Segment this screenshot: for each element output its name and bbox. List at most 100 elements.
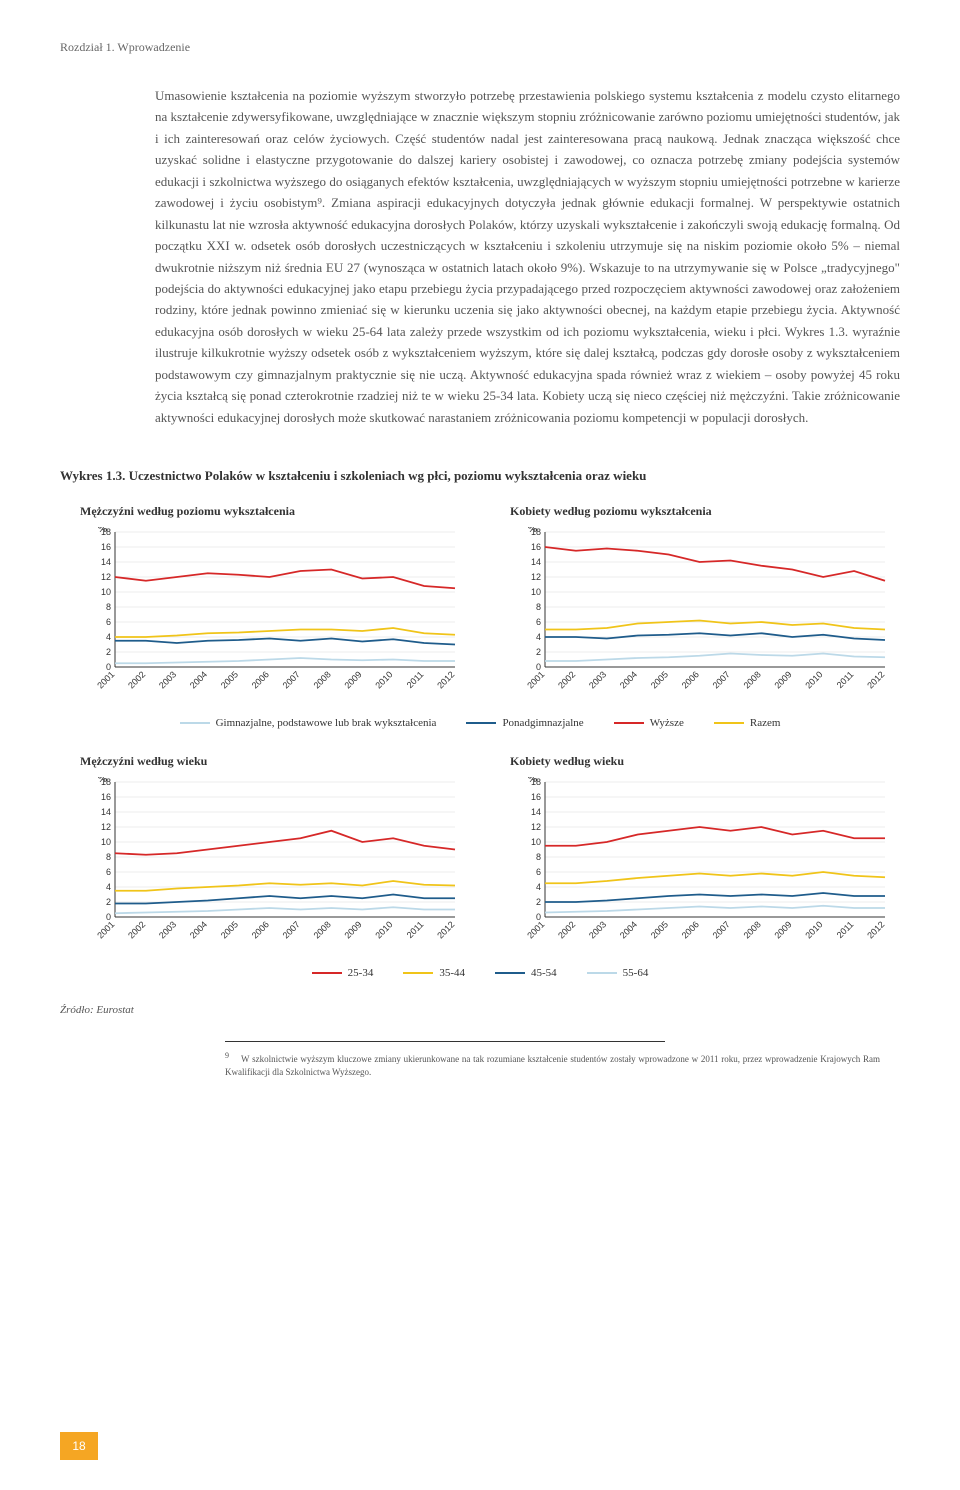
svg-text:2006: 2006 [680, 669, 701, 690]
legend-item: Ponadgimnazjalne [466, 717, 583, 729]
legend-label: 35-44 [439, 967, 465, 979]
legend-label: Wyższe [650, 717, 684, 729]
chart-women-age: 0246810121416182001200220032004200520062… [510, 777, 900, 947]
legend-item: 25-34 [312, 967, 374, 979]
svg-text:10: 10 [101, 837, 111, 847]
svg-text:2004: 2004 [188, 669, 209, 690]
svg-text:2007: 2007 [711, 669, 732, 690]
svg-text:%: % [527, 527, 538, 535]
svg-text:2011: 2011 [835, 919, 856, 940]
svg-text:2002: 2002 [556, 919, 577, 940]
svg-text:2002: 2002 [126, 669, 147, 690]
legend-swatch [587, 972, 617, 974]
legend-swatch [180, 722, 210, 724]
svg-text:10: 10 [101, 587, 111, 597]
svg-text:2008: 2008 [742, 669, 763, 690]
legend-item: 35-44 [403, 967, 465, 979]
svg-text:2007: 2007 [281, 669, 302, 690]
svg-text:2005: 2005 [649, 669, 670, 690]
svg-text:2012: 2012 [435, 669, 456, 690]
svg-text:6: 6 [106, 617, 111, 627]
svg-text:2006: 2006 [250, 669, 271, 690]
figure-title: Wykres 1.3. Uczestnictwo Polaków w kszta… [60, 468, 900, 484]
legend-label: 25-34 [348, 967, 374, 979]
svg-text:14: 14 [531, 557, 541, 567]
svg-text:6: 6 [106, 867, 111, 877]
charts-row-education: Mężczyźni według poziomu wykształcenia 0… [80, 504, 900, 702]
svg-text:8: 8 [106, 852, 111, 862]
svg-text:4: 4 [106, 882, 111, 892]
svg-text:2001: 2001 [525, 919, 546, 940]
footnote-number: 9 [225, 1051, 229, 1060]
svg-text:12: 12 [531, 822, 541, 832]
legend-label: 45-54 [531, 967, 557, 979]
chart-subtitle: Mężczyźni według wieku [80, 754, 470, 769]
svg-text:2010: 2010 [803, 669, 824, 690]
svg-text:2009: 2009 [772, 669, 793, 690]
legend-swatch [312, 972, 342, 974]
svg-text:4: 4 [536, 882, 541, 892]
svg-text:16: 16 [101, 792, 111, 802]
svg-text:2012: 2012 [865, 669, 886, 690]
chart-subtitle: Kobiety według wieku [510, 754, 900, 769]
legend-swatch [495, 972, 525, 974]
svg-text:2007: 2007 [711, 919, 732, 940]
svg-text:2009: 2009 [342, 919, 363, 940]
legend-label: Ponadgimnazjalne [502, 717, 583, 729]
svg-text:%: % [97, 527, 108, 535]
legend-item: Gimnazjalne, podstawowe lub brak wykszta… [180, 717, 437, 729]
svg-text:14: 14 [101, 557, 111, 567]
svg-text:2008: 2008 [312, 669, 333, 690]
source-label: Źródło: Eurostat [60, 1004, 900, 1016]
legend-swatch [614, 722, 644, 724]
svg-text:2006: 2006 [250, 919, 271, 940]
svg-text:2004: 2004 [188, 919, 209, 940]
legend-item: Wyższe [614, 717, 684, 729]
svg-text:10: 10 [531, 837, 541, 847]
svg-text:8: 8 [536, 852, 541, 862]
legend-swatch [714, 722, 744, 724]
svg-text:2004: 2004 [618, 919, 639, 940]
legend-age: 25-3435-4445-5455-64 [60, 967, 900, 979]
legend-label: Razem [750, 717, 781, 729]
svg-text:12: 12 [101, 822, 111, 832]
svg-text:4: 4 [536, 632, 541, 642]
svg-text:10: 10 [531, 587, 541, 597]
chart-subtitle: Mężczyźni według poziomu wykształcenia [80, 504, 470, 519]
svg-text:2001: 2001 [95, 669, 116, 690]
chart-subtitle: Kobiety według poziomu wykształcenia [510, 504, 900, 519]
svg-text:2: 2 [536, 647, 541, 657]
legend-item: Razem [714, 717, 781, 729]
svg-text:6: 6 [536, 867, 541, 877]
svg-text:2004: 2004 [618, 669, 639, 690]
legend-swatch [466, 722, 496, 724]
footnote: 9W szkolnictwie wyższym kluczowe zmiany … [225, 1050, 900, 1078]
svg-text:%: % [97, 777, 108, 785]
legend-label: Gimnazjalne, podstawowe lub brak wykszta… [216, 717, 437, 729]
svg-text:2003: 2003 [587, 669, 608, 690]
svg-text:2005: 2005 [219, 919, 240, 940]
svg-text:2001: 2001 [525, 669, 546, 690]
chapter-header: Rozdział 1. Wprowadzenie [60, 40, 900, 55]
svg-text:2002: 2002 [556, 669, 577, 690]
svg-text:4: 4 [106, 632, 111, 642]
svg-text:16: 16 [531, 792, 541, 802]
charts-row-age: Mężczyźni według wieku 02468101214161820… [80, 754, 900, 952]
svg-text:%: % [527, 777, 538, 785]
svg-text:2002: 2002 [126, 919, 147, 940]
svg-text:2: 2 [536, 897, 541, 907]
footnote-rule [225, 1041, 665, 1042]
svg-text:12: 12 [101, 572, 111, 582]
page-number: 18 [60, 1432, 98, 1460]
svg-text:2012: 2012 [865, 919, 886, 940]
svg-text:12: 12 [531, 572, 541, 582]
svg-text:2003: 2003 [157, 919, 178, 940]
svg-text:8: 8 [536, 602, 541, 612]
svg-text:2009: 2009 [772, 919, 793, 940]
svg-text:16: 16 [101, 542, 111, 552]
svg-text:2005: 2005 [219, 669, 240, 690]
svg-text:2008: 2008 [312, 919, 333, 940]
svg-text:2: 2 [106, 647, 111, 657]
svg-text:2005: 2005 [649, 919, 670, 940]
svg-text:2011: 2011 [405, 919, 426, 940]
